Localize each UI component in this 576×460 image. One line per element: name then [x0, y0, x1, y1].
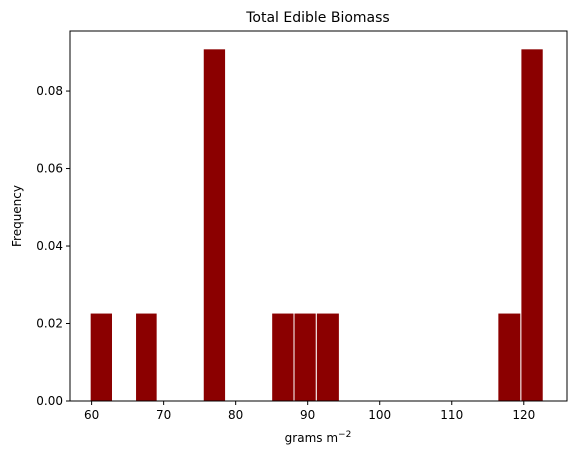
histogram-bar — [135, 312, 158, 402]
plot-area — [69, 30, 568, 402]
y-axis-ticks: 0.00 0.02 0.04 0.06 0.08 — [36, 84, 70, 408]
x-tick-label: 80 — [228, 408, 243, 422]
histogram-bar — [293, 312, 317, 402]
y-tick-label: 0.06 — [36, 162, 63, 176]
y-tick-label: 0.04 — [36, 239, 63, 253]
x-tick-label: 120 — [512, 408, 535, 422]
x-axis-ticks: 60 70 80 90 100 110 120 — [84, 401, 535, 422]
histogram-bar — [89, 312, 113, 402]
x-tick-label: 100 — [368, 408, 391, 422]
y-tick-label: 0.08 — [36, 84, 63, 98]
x-tick-label: 60 — [84, 408, 99, 422]
histogram-bar — [271, 312, 295, 402]
y-axis-label: Frequency — [10, 185, 24, 247]
x-axis-label-text: grams m — [285, 431, 338, 445]
x-tick-label: 70 — [156, 408, 171, 422]
x-tick-label: 90 — [300, 408, 315, 422]
x-axis-label: grams m−2 — [285, 430, 352, 445]
y-tick-label: 0.02 — [36, 317, 63, 331]
chart-title: Total Edible Biomass — [245, 10, 389, 26]
histogram-bar — [202, 48, 227, 402]
histogram-bar — [520, 48, 544, 402]
histogram-bar — [315, 312, 340, 402]
y-tick-label: 0.00 — [36, 394, 63, 408]
x-tick-label: 110 — [440, 408, 463, 422]
histogram-bar — [497, 312, 522, 402]
x-axis-label-superscript: −2 — [338, 430, 351, 440]
plot-frame — [69, 30, 568, 402]
bars-group — [89, 48, 544, 402]
